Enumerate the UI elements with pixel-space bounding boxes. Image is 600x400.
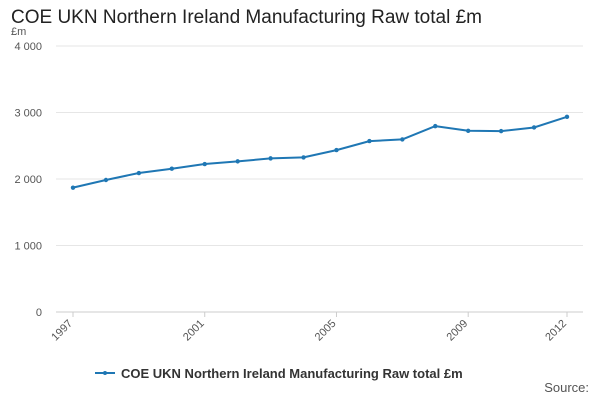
data-point[interactable] — [531, 125, 537, 130]
gridlines — [56, 45, 583, 313]
data-point[interactable] — [103, 177, 109, 183]
x-tick-label: 1997 — [49, 318, 75, 344]
series-line — [72, 115, 568, 189]
y-tick-label: 2 000 — [14, 174, 42, 186]
legend[interactable]: COE UKN Northern Ireland Manufacturing R… — [95, 364, 463, 382]
data-point[interactable] — [498, 128, 504, 134]
x-tick-label: 2001 — [181, 318, 207, 344]
x-tick-label: 2009 — [445, 318, 471, 344]
y-tick-label: 3 000 — [14, 108, 42, 120]
y-tick-label: 4 000 — [14, 41, 42, 53]
x-tick-label: 2005 — [313, 318, 339, 344]
data-point[interactable] — [367, 138, 372, 144]
data-point[interactable] — [202, 161, 207, 167]
data-point[interactable] — [70, 185, 76, 190]
y-tick-label: 0 — [36, 307, 42, 319]
data-point[interactable] — [268, 156, 273, 161]
y-tick-label: 1 000 — [14, 241, 42, 253]
x-tick-label: 2012 — [543, 318, 569, 344]
source-label: Source: — [544, 380, 589, 395]
data-point[interactable] — [136, 170, 142, 176]
series-layer — [70, 114, 570, 190]
data-point[interactable] — [433, 123, 438, 129]
x-axis: 1997 2001 2005 2009 2012 — [49, 312, 569, 343]
legend-dot — [103, 371, 107, 375]
data-point[interactable] — [235, 159, 240, 164]
chart-title: COE UKN Northern Ireland Manufacturing R… — [11, 7, 482, 28]
y-axis-label: £m — [11, 26, 26, 38]
data-point[interactable] — [466, 128, 471, 133]
data-point[interactable] — [400, 137, 405, 142]
legend-swatch — [95, 366, 115, 380]
data-point[interactable] — [169, 166, 174, 171]
y-axis: 0 1 000 2 000 3 000 4 000 — [14, 41, 42, 319]
data-point[interactable] — [301, 155, 306, 160]
data-point[interactable] — [334, 147, 339, 153]
legend-label: COE UKN Northern Ireland Manufacturing R… — [121, 365, 463, 381]
data-point[interactable] — [564, 114, 570, 120]
